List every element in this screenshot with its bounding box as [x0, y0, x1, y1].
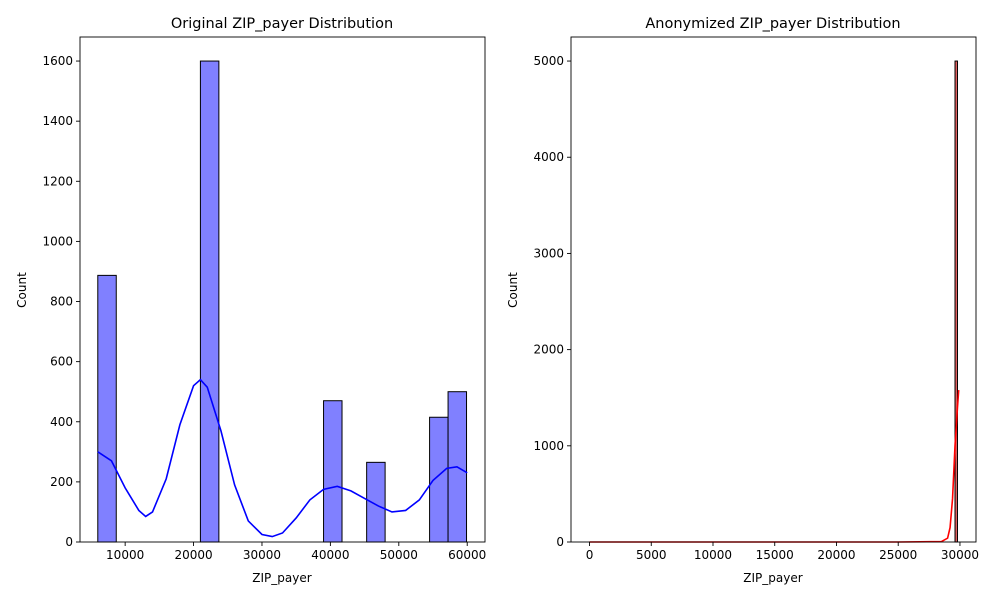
x-tick-label: 15000	[756, 548, 794, 562]
chart-title: Original ZIP_payer Distribution	[171, 16, 393, 32]
y-tick-label: 5000	[533, 54, 564, 68]
y-tick-label: 600	[50, 355, 73, 369]
y-tick-label: 1200	[42, 174, 73, 188]
axes-frame	[570, 36, 977, 543]
x-tick-label: 0	[586, 548, 594, 562]
y-tick-label: 1000	[533, 439, 564, 453]
original-distribution-chart: Original ZIP_payer Distribution ZIP_paye…	[15, 16, 486, 585]
y-tick-label: 0	[556, 535, 564, 549]
chart-title: Anonymized ZIP_payer Distribution	[645, 16, 900, 32]
x-tick-label: 5000	[636, 548, 667, 562]
kde-curve	[97, 378, 468, 538]
y-tick-label: 0	[65, 535, 73, 549]
y-tick-label: 1000	[42, 234, 73, 248]
histogram-bar	[954, 60, 958, 543]
x-axis-label: ZIP_payer	[252, 571, 311, 585]
y-tick-label: 800	[50, 295, 73, 309]
axes-frame	[79, 36, 486, 543]
anonymized-distribution-chart: Anonymized ZIP_payer Distribution ZIP_pa…	[506, 16, 979, 585]
histogram-bar	[429, 416, 449, 543]
y-tick-label: 1400	[42, 114, 73, 128]
x-tick-label: 20000	[174, 548, 212, 562]
x-axis-label: ZIP_payer	[743, 571, 802, 585]
histogram-bar	[199, 60, 220, 543]
y-axis-label: Count	[15, 272, 29, 308]
x-tick-label: 60000	[448, 548, 486, 562]
x-tick-label: 25000	[879, 548, 917, 562]
x-tick-label: 40000	[311, 548, 349, 562]
x-tick-label: 50000	[380, 548, 418, 562]
x-tick-label: 20000	[817, 548, 855, 562]
y-tick-label: 2000	[533, 343, 564, 357]
y-tick-label: 1600	[42, 54, 73, 68]
y-tick-label: 400	[50, 415, 73, 429]
histogram-bar	[97, 274, 117, 543]
x-tick-label: 30000	[941, 548, 979, 562]
y-tick-label: 3000	[533, 246, 564, 260]
x-tick-label: 30000	[243, 548, 281, 562]
x-tick-label: 10000	[694, 548, 732, 562]
y-tick-label: 200	[50, 475, 73, 489]
y-axis-label: Count	[506, 272, 520, 308]
histogram-bar	[323, 400, 343, 543]
histogram-bar	[366, 461, 386, 543]
y-tick-label: 4000	[533, 150, 564, 164]
x-tick-label: 10000	[106, 548, 144, 562]
